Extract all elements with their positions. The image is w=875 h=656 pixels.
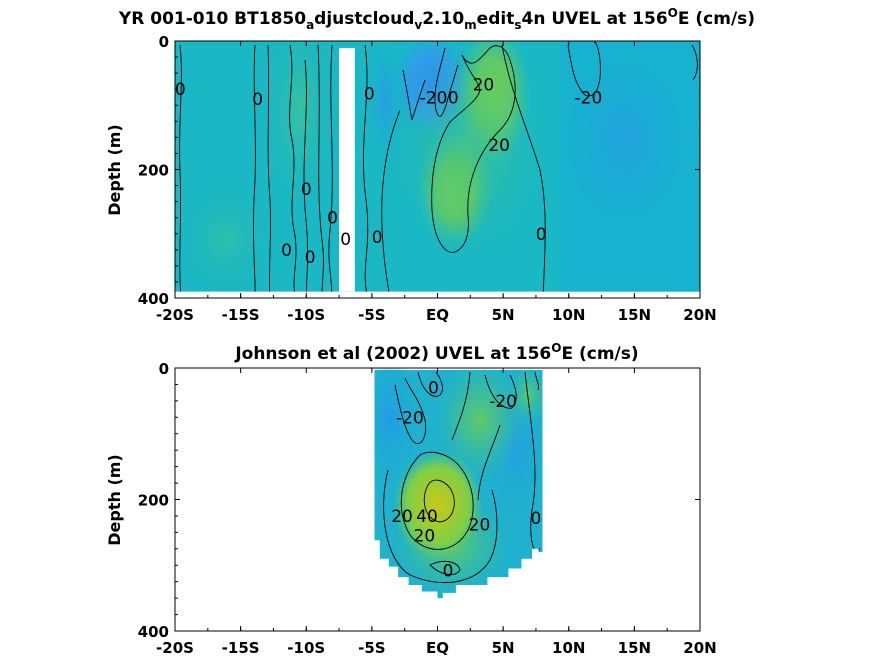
top-xtick-label: -5S	[358, 306, 385, 324]
bottom-panel: Johnson et al (2002) UVEL at 156OE (cm/s…	[105, 341, 717, 656]
bottom-xtick-label: -10S	[287, 639, 325, 656]
bottom-contour-label: -20	[489, 392, 517, 412]
bottom-ytick-label: 200	[138, 492, 169, 510]
top-contour-label: 0	[252, 90, 263, 110]
top-contours	[179, 41, 698, 292]
bottom-panel-title: Johnson et al (2002) UVEL at 156OE (cm/s…	[234, 341, 638, 364]
top-xtick-label: 15N	[618, 306, 651, 324]
bottom-contour-label: 40	[416, 507, 438, 527]
bottom-ytick-label: 400	[138, 623, 169, 641]
top-contour-label: 0	[281, 241, 292, 261]
top-contour-label: 0	[305, 248, 316, 268]
top-xtick-label: 5N	[492, 306, 515, 324]
top-field-green-west	[260, 41, 340, 220]
top-contour-label: -20	[420, 89, 448, 109]
top-contour-label: 0	[175, 80, 186, 100]
top-xtick-label: -15S	[222, 306, 260, 324]
bottom-contour-label: 0	[428, 379, 439, 399]
bottom-ytick-label: 0	[159, 360, 169, 378]
bottom-contour-label: 0	[531, 509, 542, 529]
bottom-xtick-label: -20S	[156, 639, 194, 656]
top-ylabel: Depth (m)	[105, 124, 124, 216]
top-contour-label: 0	[364, 85, 375, 105]
top-contour-label: 20	[488, 136, 510, 156]
bottom-contour-label: -20	[396, 408, 424, 428]
top-contour-label: 0	[327, 209, 338, 229]
top-contour-label: 0	[301, 180, 312, 200]
bottom-xtick-label: 5N	[492, 639, 515, 656]
top-contour-label: -20	[575, 89, 603, 109]
bottom-contour-label: 20	[414, 527, 436, 547]
top-contour-label: 0	[340, 230, 351, 250]
top-xtick-label: 20N	[683, 306, 716, 324]
bottom-contour-label: 20	[391, 507, 413, 527]
top-xtick-label: -10S	[287, 306, 325, 324]
top-contour-label: 0	[448, 89, 459, 109]
bottom-xtick-label: -15S	[222, 639, 260, 656]
bottom-xtick-label: 20N	[683, 639, 716, 656]
bottom-xtick-label: 10N	[552, 639, 585, 656]
top-xtick-label: -20S	[156, 306, 194, 324]
top-field-green-halo	[390, 41, 550, 260]
bottom-field-green-band	[435, 368, 525, 480]
top-xtick-label: 10N	[552, 306, 585, 324]
bottom-xtick-label: EQ	[426, 639, 449, 656]
top-contour-label: 20	[473, 76, 495, 96]
bottom-panel-field	[374, 368, 543, 599]
top-contour-label: 0	[372, 228, 383, 248]
top-xtick-label: EQ	[426, 306, 449, 324]
top-contour-label: 0	[536, 225, 547, 245]
top-panel-field	[175, 41, 700, 292]
top-panel-title: YR 001-010 BT1850adjustcloudv2.10medits4…	[118, 6, 755, 32]
bottom-field-core	[393, 450, 483, 560]
top-ytick-label: 200	[138, 162, 169, 180]
top-ytick-label: 400	[138, 290, 169, 308]
bottom-contour-label: 0	[443, 562, 454, 582]
top-panel: YR 001-010 BT1850adjustcloudv2.10medits4…	[105, 6, 755, 324]
bottom-xtick-label: -5S	[358, 639, 385, 656]
bottom-contour-label: 20	[469, 515, 491, 535]
bottom-field-blue-west	[374, 368, 420, 490]
top-data-gap	[339, 48, 355, 292]
top-field-green-south	[175, 180, 275, 292]
top-field-blue-north	[545, 41, 700, 250]
bottom-xtick-label: 15N	[618, 639, 651, 656]
top-ytick-label: 0	[159, 33, 169, 51]
bottom-ylabel: Depth (m)	[105, 454, 124, 546]
